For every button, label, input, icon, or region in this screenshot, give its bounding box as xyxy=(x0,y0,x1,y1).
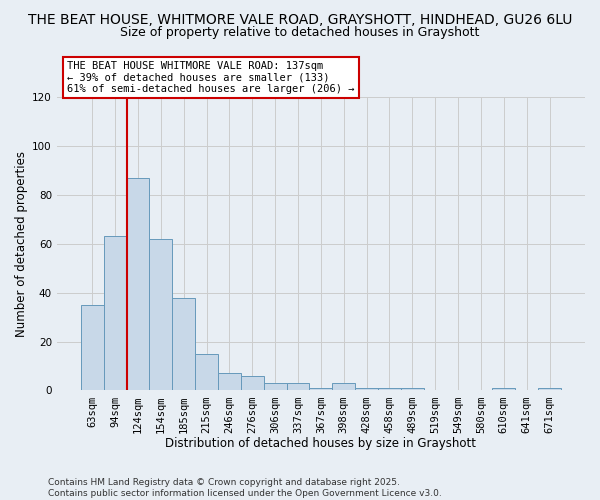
Bar xyxy=(332,383,355,390)
Y-axis label: Number of detached properties: Number of detached properties xyxy=(15,151,28,337)
Bar xyxy=(81,305,104,390)
Text: Contains HM Land Registry data © Crown copyright and database right 2025.
Contai: Contains HM Land Registry data © Crown c… xyxy=(48,478,442,498)
Bar xyxy=(538,388,561,390)
Text: THE BEAT HOUSE, WHITMORE VALE ROAD, GRAYSHOTT, HINDHEAD, GU26 6LU: THE BEAT HOUSE, WHITMORE VALE ROAD, GRAY… xyxy=(28,12,572,26)
Text: THE BEAT HOUSE WHITMORE VALE ROAD: 137sqm
← 39% of detached houses are smaller (: THE BEAT HOUSE WHITMORE VALE ROAD: 137sq… xyxy=(67,61,355,94)
Bar xyxy=(355,388,378,390)
Bar xyxy=(287,383,310,390)
Bar xyxy=(241,376,264,390)
Bar xyxy=(310,388,332,390)
Bar xyxy=(195,354,218,391)
Bar xyxy=(149,239,172,390)
Bar xyxy=(127,178,149,390)
Bar xyxy=(104,236,127,390)
Bar xyxy=(172,298,195,390)
Bar xyxy=(493,388,515,390)
Bar xyxy=(401,388,424,390)
Bar xyxy=(264,383,287,390)
Text: Size of property relative to detached houses in Grayshott: Size of property relative to detached ho… xyxy=(121,26,479,39)
Bar xyxy=(378,388,401,390)
Bar xyxy=(218,374,241,390)
X-axis label: Distribution of detached houses by size in Grayshott: Distribution of detached houses by size … xyxy=(166,437,476,450)
